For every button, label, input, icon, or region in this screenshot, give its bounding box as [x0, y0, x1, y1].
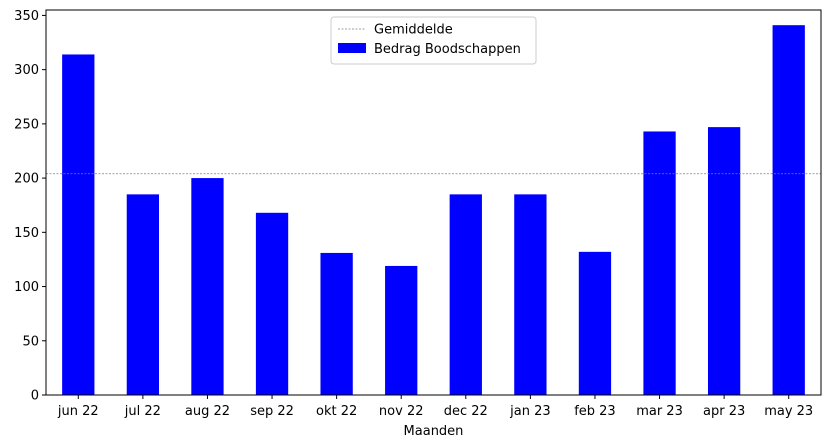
- plot-frame: [45, 9, 822, 396]
- x-tick-label: okt 22: [316, 404, 357, 419]
- bar: [385, 265, 418, 395]
- x-axis-title: Maanden: [404, 424, 464, 439]
- bar: [191, 178, 224, 395]
- y-tick-label: 0: [31, 389, 39, 404]
- x-tick-label: aug 22: [185, 404, 230, 419]
- x-tick-label: feb 23: [574, 404, 616, 419]
- x-tick-label: jun 22: [57, 404, 99, 419]
- bar: [578, 251, 612, 395]
- x-tick-label: mar 23: [636, 404, 683, 419]
- bar: [320, 252, 353, 395]
- legend-bar-swatch: [338, 43, 366, 53]
- y-tick-label: 250: [14, 117, 39, 132]
- bar: [514, 194, 547, 395]
- x-tick-label: nov 22: [379, 404, 424, 419]
- x-tick-label: dec 22: [444, 404, 488, 419]
- x-tick-label: may 23: [764, 404, 813, 419]
- y-tick-label: 350: [14, 9, 39, 24]
- x-tick-label: jan 23: [509, 404, 551, 419]
- bar: [126, 194, 160, 395]
- bar: [449, 194, 482, 395]
- legend-box: [330, 16, 537, 65]
- y-tick-label: 200: [14, 172, 39, 187]
- y-tick-label: 50: [22, 334, 39, 349]
- bar-series: [62, 25, 805, 396]
- x-tick-label: sep 22: [250, 404, 294, 419]
- y-tick-label: 150: [14, 226, 39, 241]
- bar: [707, 127, 741, 395]
- bar: [255, 212, 289, 395]
- legend-label-series: Bedrag Boodschappen: [374, 42, 521, 57]
- legend: Gemiddelde Bedrag Boodschappen: [330, 16, 537, 65]
- x-tick-label: jul 22: [124, 404, 161, 419]
- x-tick-label: apr 23: [703, 404, 745, 419]
- bar: [643, 131, 676, 395]
- bar: [62, 54, 95, 396]
- y-tick-label: 300: [14, 63, 39, 78]
- bar: [772, 25, 805, 395]
- y-tick-label: 100: [14, 280, 39, 295]
- legend-label-average: Gemiddelde: [374, 23, 453, 38]
- y-axis-ticks: 0 50 100 150 200 250 300 350: [14, 9, 46, 404]
- x-axis-ticks: jun 22 jul 22 aug 22 sep 22 okt 22 nov 22 dec …: [57, 395, 813, 419]
